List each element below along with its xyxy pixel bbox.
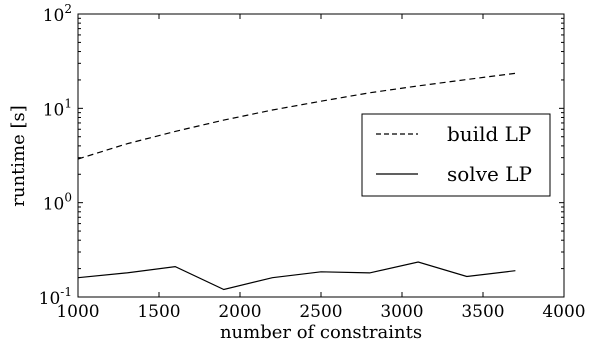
x-tick-label: 1000	[56, 302, 99, 322]
y-tick-label: 10-1	[39, 285, 72, 309]
x-tick-label: 3500	[461, 302, 504, 322]
legend-frame	[361, 113, 551, 197]
tick-labels: 1000 1500 2000 2500 3000 3500 4000 10-1 100 101 10…	[39, 2, 586, 322]
series-line-solve-lp	[77, 261, 516, 291]
y-tick-label: 100	[43, 191, 72, 215]
y-tick-label: 101	[43, 96, 72, 120]
x-tick-label: 2000	[218, 302, 261, 322]
legend-label-build-lp: build LP	[447, 122, 531, 146]
x-tick-label: 4000	[542, 302, 585, 322]
plot-marks	[77, 72, 516, 291]
y-axis-label: runtime [s]	[8, 105, 29, 207]
ticks	[77, 13, 565, 298]
series-line-build-lp	[77, 72, 516, 160]
x-tick-label: 3000	[380, 302, 423, 322]
y-tick-label: 102	[43, 2, 72, 26]
x-tick-label: 1500	[137, 302, 180, 322]
x-axis-label: number of constraints	[220, 322, 422, 343]
legend-label-solve-lp: solve LP	[447, 162, 532, 186]
legend: build LP solve LP	[361, 113, 551, 197]
x-tick-label: 2500	[299, 302, 342, 322]
